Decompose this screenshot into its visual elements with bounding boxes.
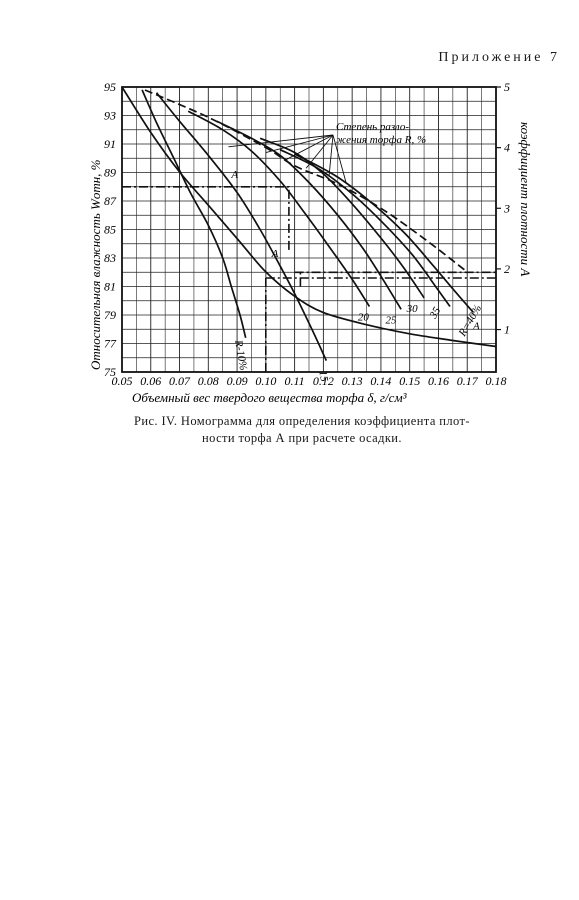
caption-line-1: Рис. IV. Номограмма для определения коэф…: [134, 414, 470, 428]
x-tick-label: 0.10: [255, 374, 276, 388]
y-tick-label: 93: [104, 109, 116, 123]
curve-label: 25: [386, 314, 398, 326]
y2-tick-labels: 1 2 3 4 5: [496, 80, 510, 337]
series-curve: [141, 89, 247, 339]
series-curve: [155, 92, 328, 361]
annotation-text: Степень разло-жения торфа R, %: [336, 121, 426, 146]
y2-tick-label: 2: [504, 262, 510, 276]
caption-line-2: ности торфа А при расчете осадки.: [202, 431, 402, 445]
y2-tick-label: 4: [504, 141, 510, 155]
y-tick-label: 75: [104, 365, 116, 379]
y-tick-label: 83: [104, 251, 116, 265]
x-tick-label: 0.12: [313, 374, 334, 388]
grid: [121, 86, 497, 373]
series-curves: [121, 86, 497, 361]
curve-label: 15: [316, 370, 330, 383]
annotation-leader: [228, 134, 334, 148]
y2-tick-label: 3: [503, 201, 510, 215]
x-tick-label: 0.09: [227, 374, 248, 388]
series-curve: [259, 137, 425, 299]
example-line: [122, 186, 290, 253]
series-curve: [294, 153, 474, 313]
x-tick-label: 0.06: [140, 374, 161, 388]
annotation-leader: [265, 134, 334, 153]
annotation-leader: [305, 134, 334, 169]
curve-label-a: A: [230, 169, 238, 181]
curve-label: 30: [406, 303, 419, 315]
curve-label-a: A: [271, 248, 279, 260]
curve-label: R=40%: [456, 303, 484, 340]
y-axis-label: Относительная влажность Wотн, %: [88, 159, 103, 370]
x-tick-label: 0.15: [399, 374, 420, 388]
curve-label: 20: [358, 311, 370, 323]
y-tick-label: 77: [104, 337, 117, 351]
curve-label-a: A: [472, 321, 480, 333]
curve-label: R-10%: [232, 338, 249, 371]
y2-axis-label: коэффициент плотности А: [518, 122, 533, 276]
x-tick-label: 0.13: [342, 374, 363, 388]
y-tick-label: 79: [104, 308, 116, 322]
series-curve: [144, 89, 468, 273]
annotation-leader: [332, 134, 347, 185]
y2-tick-label: 5: [504, 80, 510, 94]
appendix-label: Приложение 7: [438, 50, 560, 65]
y-tick-label: 89: [104, 166, 116, 180]
annotation-leader: [328, 134, 334, 176]
figure-caption: Рис. IV. Номограмма для определения коэф…: [82, 413, 522, 447]
annotation-leader: [285, 134, 334, 161]
x-tick-label: 0.08: [198, 374, 219, 388]
x-tick-label: 0.16: [428, 374, 449, 388]
series-curve: [216, 120, 402, 310]
curve-label: 35: [427, 305, 444, 322]
x-tick-label: 0.07: [169, 374, 191, 388]
nomogram-chart: 0.05 0.06 0.07 0.08 0.09 0.10 0.11 0.12 0.13 0.14…: [88, 80, 533, 405]
x-tick-label: 0.11: [285, 374, 305, 388]
y-tick-labels: 75 77 79 81 83 85 87 89 91 93 95: [104, 80, 117, 379]
y-tick-label: 85: [104, 223, 116, 237]
example-lines: [122, 186, 496, 372]
y-tick-label: 95: [104, 80, 116, 94]
x-tick-label: 0.17: [457, 374, 479, 388]
annotation-group: Степень разло-жения торфа R, %: [228, 121, 426, 185]
series-curve: [187, 110, 371, 307]
series-curve: [121, 86, 497, 348]
x-tick-label: 0.05: [112, 374, 133, 388]
y-tick-label: 91: [104, 137, 116, 151]
series-curve: [279, 148, 451, 307]
y-tick-label: 81: [104, 280, 116, 294]
x-axis-label: Объемный вес твердого вещества торфа δ, …: [132, 390, 408, 405]
plot-frame: [121, 86, 497, 373]
y-tick-label: 87: [104, 194, 117, 208]
x-tick-label: 0.14: [370, 374, 391, 388]
x-tick-label: 0.18: [486, 374, 507, 388]
y2-tick-label: 1: [504, 323, 510, 337]
x-tick-labels: 0.05 0.06 0.07 0.08 0.09 0.10 0.11 0.12 0.13 0.14…: [112, 374, 507, 388]
